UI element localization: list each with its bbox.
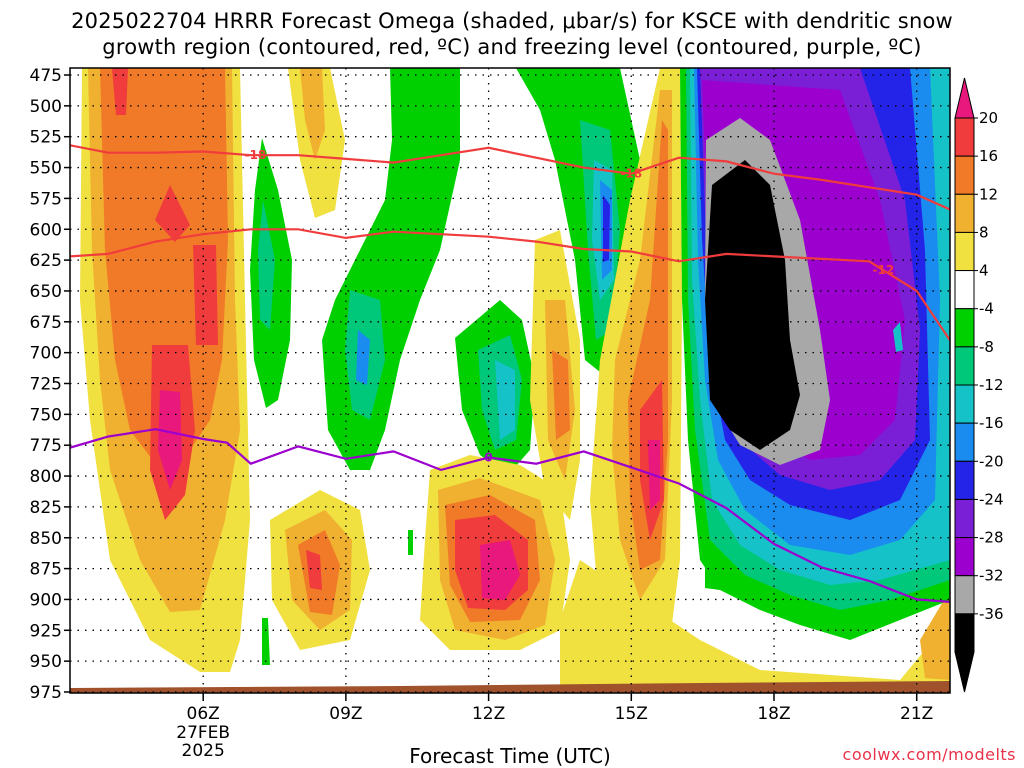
y-tick-label: 800 bbox=[30, 467, 62, 487]
y-tick-label: 500 bbox=[30, 97, 62, 117]
contour-label: -18 bbox=[620, 167, 642, 181]
omega-region bbox=[552, 350, 570, 440]
x-tick-label: 06Z bbox=[187, 704, 220, 724]
x-tick-label: 18Z bbox=[757, 704, 790, 724]
contour-labels: -18 -18 -12 0 bbox=[245, 148, 895, 464]
contour-line-0 bbox=[70, 428, 950, 603]
colorbar-label: -16 bbox=[979, 414, 1004, 432]
y-tick-label: 550 bbox=[30, 159, 62, 179]
y-tick-label: 875 bbox=[30, 560, 62, 580]
omega-region bbox=[705, 560, 725, 590]
colorbar-label: 20 bbox=[979, 109, 998, 127]
y-tick-label: 600 bbox=[30, 220, 62, 240]
x-tick-label: 21Z bbox=[900, 704, 933, 724]
colorbar-swatch bbox=[954, 460, 975, 500]
y-tick-label: 575 bbox=[30, 189, 62, 209]
omega-region bbox=[258, 200, 275, 330]
y-tick-label: 725 bbox=[30, 375, 62, 395]
colorbar-swatch bbox=[954, 384, 975, 424]
y-tick-label: 625 bbox=[30, 251, 62, 271]
colorbar-swatch bbox=[954, 575, 975, 615]
colorbar-swatch bbox=[954, 155, 975, 195]
y-tick-label: 925 bbox=[30, 621, 62, 641]
x-tick-label: 09Z bbox=[329, 704, 362, 724]
site-credit[interactable]: coolwx.com/modelts bbox=[842, 745, 1016, 764]
contour-line-minus12 bbox=[70, 228, 950, 341]
y-tick-label: 475 bbox=[30, 66, 62, 86]
colorbar-swatch bbox=[954, 231, 975, 272]
colorbar-label: -28 bbox=[979, 529, 1004, 547]
y-tick-label: 525 bbox=[30, 128, 62, 148]
omega-region bbox=[920, 590, 950, 680]
y-tick-label: 775 bbox=[30, 436, 62, 456]
omega-region bbox=[262, 618, 270, 665]
colorbar-swatch bbox=[954, 537, 975, 577]
y-tick-label: 975 bbox=[30, 683, 62, 703]
omega-region bbox=[408, 530, 413, 555]
colorbar-label: 16 bbox=[979, 147, 998, 165]
colorbar-label: -24 bbox=[979, 490, 1004, 508]
colorbar-swatch bbox=[954, 270, 975, 310]
temperature-contours bbox=[70, 144, 950, 603]
terrain-band bbox=[70, 681, 950, 693]
omega-region bbox=[306, 550, 322, 590]
omega-shading bbox=[70, 68, 950, 693]
x-axis-title: Forecast Time (UTC) bbox=[409, 744, 611, 768]
omega-region bbox=[356, 330, 370, 385]
omega-region bbox=[893, 322, 903, 352]
plot-frame bbox=[69, 67, 951, 694]
colorbar-label: -12 bbox=[979, 376, 1004, 394]
omega-region bbox=[603, 195, 610, 262]
colorbar-label: -20 bbox=[979, 452, 1004, 470]
omega-region bbox=[705, 160, 800, 450]
omega-region bbox=[155, 185, 190, 242]
colorbar-label: -8 bbox=[979, 338, 994, 356]
y-tick-label: 750 bbox=[30, 405, 62, 425]
chart-title-line1: 2025022704 HRRR Forecast Omega (shaded, … bbox=[71, 9, 953, 33]
x-tick-label: 12Z bbox=[472, 704, 505, 724]
y-tick-label: 900 bbox=[30, 590, 62, 610]
omega-region bbox=[560, 560, 950, 693]
contour-label: -12 bbox=[873, 263, 895, 277]
y-axis: 475 500 525 550 575 600 625 650 675 700 725 750 775 8… bbox=[30, 66, 70, 703]
y-tick-label: 700 bbox=[30, 344, 62, 364]
colorbar-label: 12 bbox=[979, 185, 998, 203]
y-tick-label: 675 bbox=[30, 313, 62, 333]
colorbar-label: -32 bbox=[979, 567, 1004, 585]
contour-label: 0 bbox=[484, 451, 492, 465]
y-tick-label: 825 bbox=[30, 498, 62, 518]
chart-title-line2: growth region (contoured, red, ºC) and f… bbox=[102, 35, 922, 59]
date-label: 2025 bbox=[182, 741, 225, 761]
omega-region bbox=[193, 245, 218, 345]
date-label: 27FEB bbox=[176, 723, 230, 743]
colorbar-swatch bbox=[954, 422, 975, 462]
colorbar-swatch bbox=[954, 613, 975, 653]
omega-region bbox=[480, 540, 520, 600]
chart-title: 2025022704 HRRR Forecast Omega (shaded, … bbox=[0, 8, 1024, 60]
colorbar: 20 16 12 8 4 -4 -8 -12 -16 -20 -24 -28 -32 -36 bbox=[954, 77, 1004, 693]
y-tick-label: 850 bbox=[30, 529, 62, 549]
omega-region bbox=[495, 360, 515, 440]
y-tick-label: 950 bbox=[30, 652, 62, 672]
colorbar-label: -36 bbox=[979, 605, 1004, 623]
colorbar-label: -4 bbox=[979, 300, 994, 318]
contour-line-minus18 bbox=[70, 144, 950, 211]
colorbar-swatch bbox=[954, 346, 975, 386]
colorbar-swatch bbox=[954, 193, 975, 233]
omega-region bbox=[100, 68, 228, 470]
colorbar-label: 8 bbox=[979, 223, 989, 241]
colorbar-swatch bbox=[954, 308, 975, 348]
x-tick-label: 15Z bbox=[615, 704, 648, 724]
colorbar-label: 4 bbox=[979, 262, 989, 280]
colorbar-swatch bbox=[954, 498, 975, 539]
y-tick-label: 650 bbox=[30, 282, 62, 302]
contour-label: -18 bbox=[245, 148, 267, 162]
omega-region bbox=[112, 68, 128, 115]
colorbar-top-arrow bbox=[954, 77, 975, 119]
colorbar-bottom-arrow bbox=[954, 651, 975, 693]
colorbar-swatch bbox=[954, 117, 975, 157]
